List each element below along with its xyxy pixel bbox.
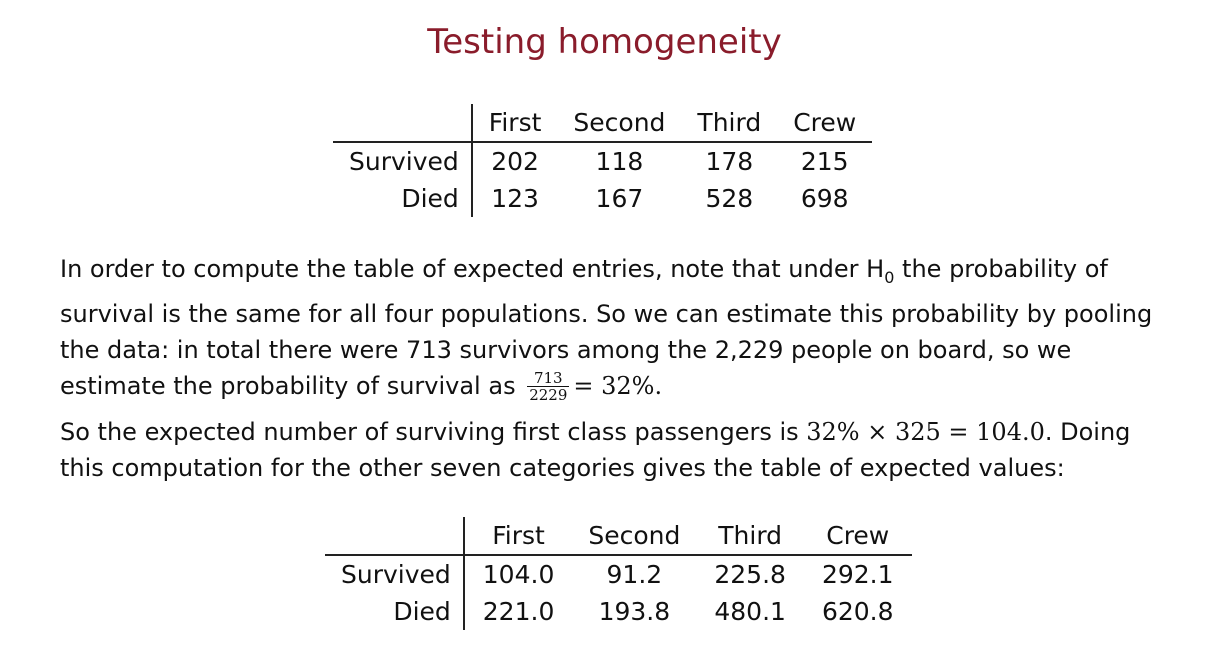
table-cell: 104.0 (482, 560, 555, 589)
table-cell: 221.0 (482, 597, 555, 626)
table-row: Survived 202 118 178 215 (333, 142, 872, 180)
table-cell: 620.8 (821, 597, 894, 626)
fraction-numerator: 713 (527, 370, 570, 388)
table-cell: 225.8 (714, 560, 786, 589)
table-cell: 480.1 (714, 597, 786, 626)
row-label: Died (333, 180, 473, 217)
table-cell: 202 (491, 147, 539, 176)
expected-table: First Second Third Crew Survived 104.0 9… (325, 517, 912, 630)
column-header: First (463, 517, 573, 556)
table-cell: 292.1 (821, 560, 894, 589)
table-row: Died 123 167 528 698 (333, 180, 872, 217)
column-header: Second (572, 517, 697, 556)
paragraph-text: In order to compute the table of expecte… (60, 255, 885, 283)
row-label: Survived (325, 555, 465, 593)
column-header: Crew (777, 104, 873, 143)
table-cell: 91.2 (606, 560, 663, 589)
table-row: Survived 104.0 91.2 225.8 292.1 (325, 555, 912, 593)
slide-title: Testing homogeneity (427, 22, 782, 62)
paragraph-text: . Doing this computation for the other s… (60, 418, 1131, 482)
table-header-row: First Second Third Crew (325, 517, 912, 556)
column-header: Third (681, 104, 778, 143)
fraction: 713 2229 (527, 370, 570, 405)
observed-table: First Second Third Crew Survived 202 118… (333, 104, 873, 217)
paragraph-text: the probability of survival is the same … (60, 255, 1153, 400)
paragraph-expected-computation: So the expected number of surviving firs… (60, 414, 1170, 486)
table-cell: 193.8 (598, 597, 671, 626)
fraction-denominator: 2229 (529, 386, 568, 405)
table-cell: 215 (800, 147, 849, 176)
column-header: Third (696, 517, 804, 556)
table-cell: 178 (705, 147, 754, 176)
table-cell: 528 (705, 184, 754, 213)
math-expression: 32% × 325 = 104.0 (806, 418, 1045, 446)
table-row: Died 221.0 193.8 480.1 620.8 (325, 593, 912, 630)
table-cell: 698 (800, 184, 849, 213)
column-header: Second (557, 104, 682, 143)
corner-cell (325, 517, 465, 556)
math-result: = 32%. (573, 371, 663, 400)
column-header: First (471, 104, 558, 143)
table-cell: 118 (595, 147, 644, 176)
paragraph-expected-intro: In order to compute the table of expecte… (60, 251, 1170, 404)
row-label: Died (325, 593, 465, 630)
table-header-row: First Second Third Crew (333, 104, 873, 143)
row-label: Survived (333, 142, 473, 180)
table-cell: 123 (491, 184, 539, 213)
subscript: 0 (884, 267, 895, 287)
corner-cell (333, 104, 473, 143)
column-header: Crew (803, 517, 912, 556)
paragraph-text: So the expected number of surviving firs… (60, 418, 807, 446)
table-cell: 167 (595, 184, 644, 213)
